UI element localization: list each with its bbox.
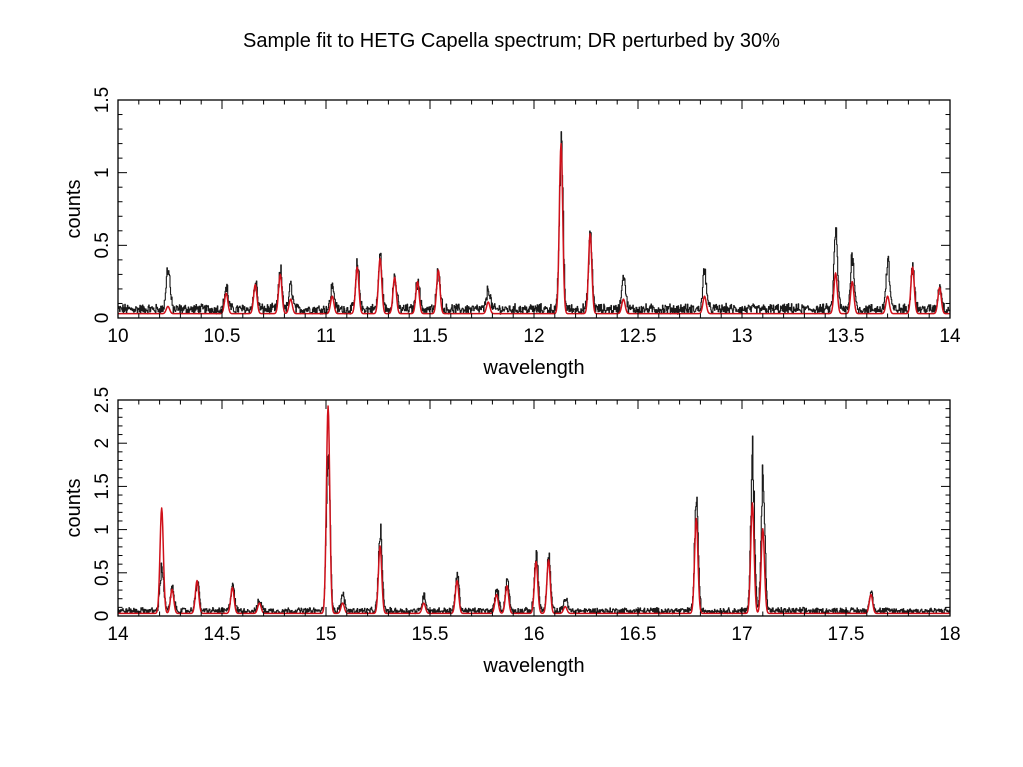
x-axis-title: wavelength (482, 357, 584, 379)
y-tick-label: 0 (92, 313, 113, 324)
x-axis-title: wavelength (482, 655, 584, 677)
x-tick-label: 10.5 (204, 326, 241, 347)
x-tick-label: 18 (939, 624, 960, 645)
y-axis-title: counts (63, 180, 85, 239)
y-tick-label: 1 (92, 524, 113, 535)
chart-title: Sample fit to HETG Capella spectrum; DR … (243, 30, 780, 52)
y-tick-label: 1.5 (92, 87, 113, 113)
plot-frame (117, 99, 951, 319)
x-tick-label: 12.5 (620, 326, 657, 347)
panel-top: 10 10.5 11 11.5 12 12.5 13 13.5 1400.511.5wavele… (63, 87, 961, 379)
x-tick-label: 16 (523, 624, 544, 645)
x-tick-label: 14 (939, 326, 961, 347)
data-series-line (117, 131, 951, 315)
x-tick-label: 11.5 (412, 326, 448, 347)
x-tick-label: 17 (731, 624, 752, 645)
y-tick-label: 1 (92, 167, 113, 178)
x-tick-label: 13.5 (828, 326, 865, 347)
y-tick-label: 0.5 (92, 560, 113, 586)
x-tick-label: 15 (315, 624, 336, 645)
x-tick-label: 14.5 (204, 624, 241, 645)
y-tick-label: 0 (92, 611, 113, 622)
y-tick-label: 2.5 (92, 387, 113, 413)
x-tick-label: 12 (523, 326, 544, 347)
model-series-line (117, 405, 951, 615)
x-tick-label: 10 (107, 326, 128, 347)
panel-bottom: 14 14.5 15 15.5 16 16.5 17 17.5 18 0 0.5 1 1.5 2 2.5 wa… (63, 387, 961, 677)
x-tick-label: 11 (316, 326, 336, 347)
x-tick-label: 15.5 (412, 624, 449, 645)
y-tick-label: 1.5 (92, 473, 113, 499)
x-tick-label: 13 (731, 326, 752, 347)
y-tick-label: 0.5 (92, 232, 113, 258)
x-tick-label: 17.5 (828, 624, 865, 645)
y-tick-label: 2 (92, 438, 113, 449)
x-tick-label: 14 (107, 624, 129, 645)
x-tick-label: 16.5 (620, 624, 657, 645)
model-series-line (117, 142, 951, 315)
y-axis-title: counts (63, 479, 85, 538)
